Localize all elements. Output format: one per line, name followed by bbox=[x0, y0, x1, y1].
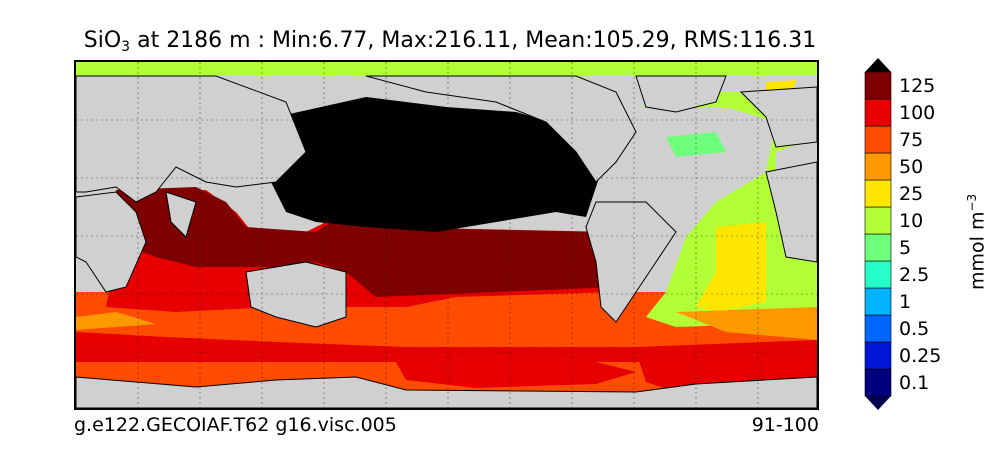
landmass-africa-east-edge bbox=[765, 161, 817, 263]
colorbar-tick-label: 2.5 bbox=[899, 263, 930, 286]
colorbar-bin-2 bbox=[864, 314, 892, 343]
ocean-region-south-atlantic-yellow bbox=[696, 222, 766, 312]
title-stats: at 2186 m : Min:6.77, Max:216.11, Mean:1… bbox=[130, 28, 817, 53]
colorbar-bin-10 bbox=[864, 98, 892, 127]
case-name-label: g.e122.GECOIAF.T62 g16.visc.005 bbox=[74, 414, 397, 436]
colorbar-bin-0 bbox=[864, 368, 892, 397]
colorbar-unit-label: mmol m−3 bbox=[965, 194, 988, 290]
colorbar-bin-8 bbox=[864, 152, 892, 181]
map-panel bbox=[74, 60, 819, 410]
colorbar-bin-6 bbox=[864, 206, 892, 235]
colorbar-bin-7 bbox=[864, 179, 892, 208]
landmass-europe bbox=[739, 86, 817, 148]
ocean-region-arctic-strip bbox=[76, 62, 817, 76]
colorbar-bin-3 bbox=[864, 287, 892, 316]
ocean-region-atlantic-green bbox=[641, 92, 817, 327]
landmass-india bbox=[165, 191, 197, 238]
ocean-region-north-pacific bbox=[271, 97, 601, 232]
ocean-region-labrador-patch bbox=[666, 132, 726, 157]
colorbar-tick-label: 75 bbox=[899, 128, 924, 151]
title-species: SiO bbox=[83, 28, 122, 53]
landmass-antarctica bbox=[76, 376, 817, 408]
colorbar-tick-label: 10 bbox=[899, 209, 924, 232]
unit-text: mmol m bbox=[966, 211, 989, 290]
ocean-region-deep-red bbox=[116, 187, 616, 297]
ocean-field-map bbox=[76, 62, 817, 408]
landmass-north-america bbox=[365, 75, 637, 183]
ocean-region-ross-patch bbox=[396, 357, 636, 388]
unit-exponent: −3 bbox=[965, 193, 979, 212]
landmass-africa bbox=[76, 191, 147, 293]
landmass-eurasia-west bbox=[76, 75, 307, 203]
graticule bbox=[76, 62, 817, 408]
colorbar-under-arrow bbox=[865, 396, 891, 410]
colorbar-tick-label: 50 bbox=[899, 155, 924, 178]
ocean-region-south-atlantic-orange bbox=[676, 307, 817, 340]
colorbar-bin-4 bbox=[864, 260, 892, 289]
colorbar-over-arrow bbox=[865, 58, 891, 72]
colorbar-bin-11 bbox=[864, 71, 892, 100]
colorbar-tick-label: 1 bbox=[899, 290, 912, 313]
landmass-south-america bbox=[585, 201, 677, 323]
colorbar-tick-label: 0.25 bbox=[899, 344, 942, 367]
colorbar-bin-1 bbox=[864, 341, 892, 370]
colorbar-tick-label: 100 bbox=[899, 101, 936, 124]
colorbar-bin-5 bbox=[864, 233, 892, 262]
ocean-region-south-atlantic-east bbox=[76, 312, 156, 330]
colorbar bbox=[864, 58, 892, 410]
colorbar-tick-label: 25 bbox=[899, 182, 924, 205]
landmass-australia bbox=[245, 261, 347, 328]
colorbar-tick-label: 5 bbox=[899, 236, 912, 259]
colorbar-tick-label: 0.1 bbox=[899, 371, 930, 394]
years-range-label: 91-100 bbox=[751, 414, 819, 436]
plot-title: SiO3 at 2186 m : Min:6.77, Max:216.11, M… bbox=[0, 28, 900, 55]
title-species-subscript: 3 bbox=[121, 39, 131, 55]
colorbar-bin-9 bbox=[864, 125, 892, 154]
colorbar-tick-label: 125 bbox=[899, 74, 936, 97]
colorbar-tick-label: 0.5 bbox=[899, 317, 930, 340]
